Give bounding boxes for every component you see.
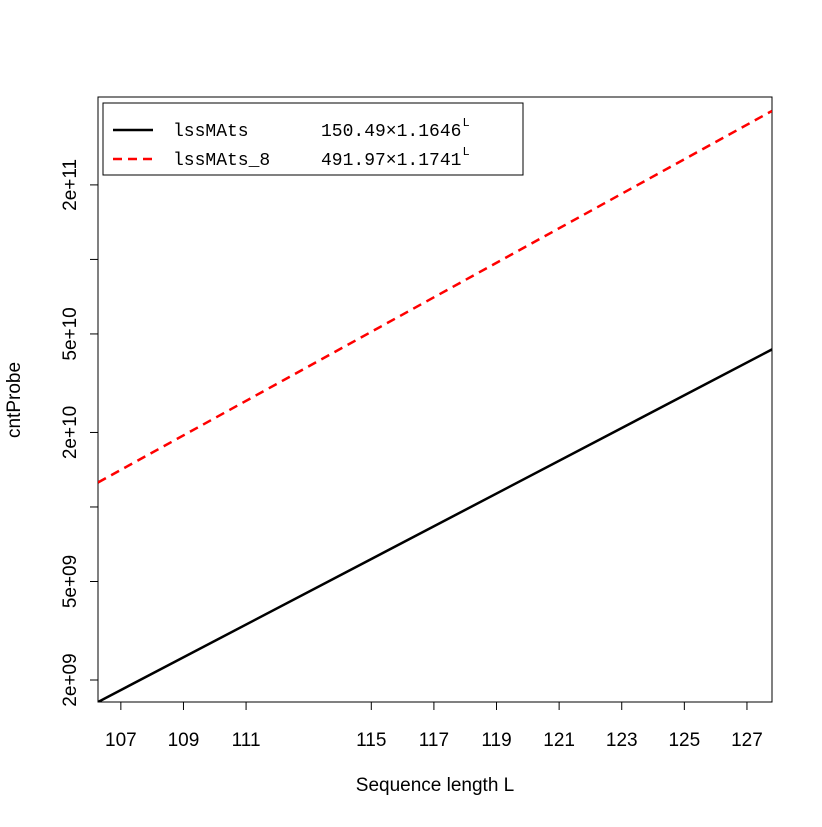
x-tick-label: 125 — [668, 730, 700, 751]
legend-formula: 150.49×1.1646 — [321, 122, 461, 142]
x-axis-label: Sequence length L — [356, 775, 514, 796]
x-tick-label: 107 — [105, 730, 137, 751]
legend-exponent: L — [462, 145, 469, 159]
legend-label: lssMAts_8 — [173, 151, 270, 171]
legend-label: lssMAts — [173, 122, 249, 142]
data-line — [98, 109, 772, 484]
x-tick-label: 117 — [419, 730, 449, 751]
x-tick-label: 119 — [481, 730, 511, 751]
legend-box — [102, 102, 524, 176]
legend-exponent: L — [462, 116, 469, 130]
plot-box — [97, 96, 773, 703]
x-tick-label: 127 — [731, 730, 763, 751]
y-tick-label: 5e+10 — [60, 307, 81, 360]
y-tick-label: 2e+11 — [60, 159, 81, 211]
y-tick-label: 2e+10 — [60, 406, 81, 459]
legend-formula: 491.97×1.1741 — [321, 151, 461, 171]
y-tick-label: 2e+09 — [60, 653, 81, 706]
x-tick-label: 123 — [606, 730, 638, 751]
x-tick-label: 115 — [356, 730, 386, 751]
y-axis-label: cntProbe — [4, 362, 25, 438]
x-tick-label: 109 — [168, 730, 200, 751]
y-tick-label: 5e+09 — [60, 555, 81, 608]
data-line — [98, 348, 772, 702]
x-tick-label: 111 — [232, 730, 261, 751]
x-tick-label: 121 — [543, 730, 575, 751]
